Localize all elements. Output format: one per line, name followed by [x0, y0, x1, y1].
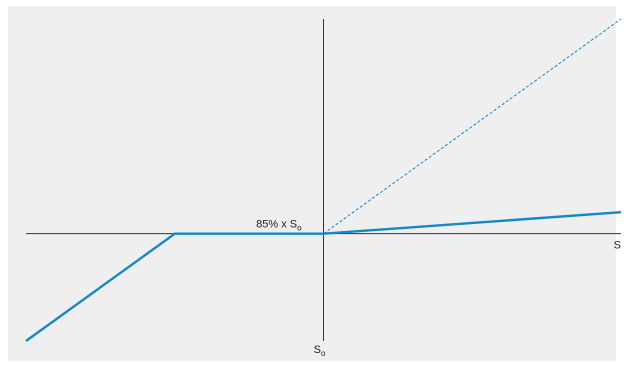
kink-annotation-main: 85% x S [256, 219, 297, 231]
payoff-line [25, 211, 622, 342]
kink-annotation-sub: o [297, 224, 302, 233]
series-layer [25, 18, 622, 342]
origin-label-main: S [314, 344, 321, 356]
chart-frame [8, 6, 616, 361]
origin-label-sub: o [321, 349, 326, 358]
x-axis-label: S [614, 240, 621, 252]
kink-annotation: 85% x So [256, 219, 302, 233]
benchmark-dashed-line [323, 18, 622, 235]
origin-label: So [314, 344, 326, 358]
